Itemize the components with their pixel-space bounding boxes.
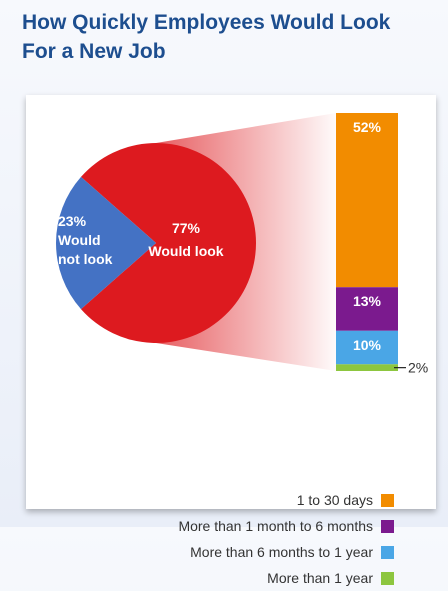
title-line-2: For a New Job — [22, 40, 166, 63]
legend: 1 to 30 days More than 1 month to 6 month… — [178, 487, 394, 591]
chart-card: 77% Would look 23% Would not look 52% 13% 10% 2%… — [26, 95, 436, 586]
bar-value-label-2: 13% — [353, 293, 382, 309]
pie-slice-would-not-look — [56, 176, 157, 310]
title-line-1: How Quickly Employees Would Look — [22, 11, 391, 34]
legend-swatch — [381, 571, 394, 585]
pie-value-label-would-look: 77% — [172, 220, 201, 236]
legend-label: 1 to 30 days — [296, 492, 373, 508]
pie-chart — [56, 143, 257, 343]
pie-slice-would-look — [80, 143, 257, 343]
chart-area: 77% Would look 23% Would not look 52% 13% 10% 2% — [56, 113, 428, 376]
pie-category-label-would-look: Would look — [148, 243, 223, 259]
legend-label: More than 1 month to 6 months — [178, 518, 373, 534]
data-labels: 77% Would look 23% Would not look 52% 13% 10% 2% — [58, 119, 428, 376]
chart-title: How Quickly Employees Would Look For a N… — [22, 8, 432, 66]
bar-segment-3 — [336, 330, 398, 365]
pie-value-label-would-not-look: 23% — [58, 213, 87, 229]
legend-swatch — [381, 519, 394, 533]
bar-value-label-4: 2% — [408, 360, 428, 376]
bar-segment-4 — [336, 364, 398, 371]
legend-swatch — [381, 545, 394, 559]
bar-value-label-1: 52% — [353, 119, 382, 135]
legend-item-1: 1 to 30 days — [178, 487, 394, 513]
legend-item-2: More than 1 month to 6 months — [178, 513, 394, 539]
legend-swatch — [381, 493, 394, 507]
pie-category-label-would-not-look-2: not look — [58, 251, 113, 267]
legend-label: More than 1 year — [267, 570, 373, 586]
bar-value-label-3: 10% — [353, 337, 382, 353]
bar-segment-1 — [336, 113, 398, 288]
pie-category-label-would-not-look-1: Would — [58, 232, 101, 248]
legend-item-4: More than 1 year — [178, 565, 394, 591]
stacked-bar — [336, 113, 398, 371]
legend-label: More than 6 months to 1 year — [190, 544, 373, 560]
bar-segment-2 — [336, 287, 398, 331]
legend-item-3: More than 6 months to 1 year — [178, 539, 394, 565]
